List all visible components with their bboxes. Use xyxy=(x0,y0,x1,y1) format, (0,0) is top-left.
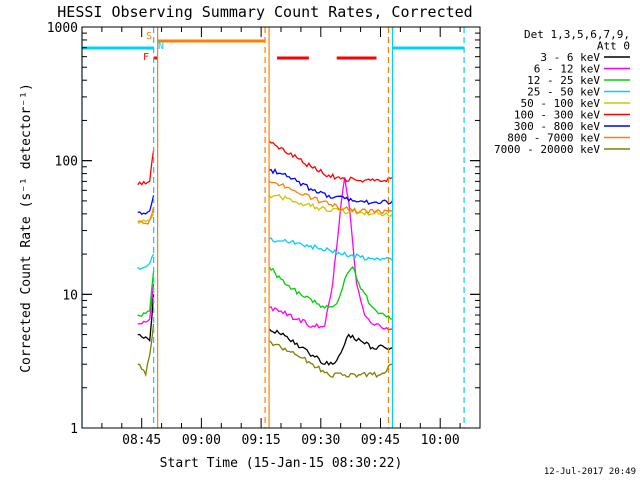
series-line-300-800keV xyxy=(137,195,155,216)
series-line-12-25keV xyxy=(137,270,155,317)
legend-entry-label: 50 - 100 keV xyxy=(521,97,601,110)
interval-lines xyxy=(81,27,465,428)
y-tick-label: 100 xyxy=(55,155,78,170)
x-tick-label: 09:30 xyxy=(301,433,340,448)
series-line-50-100keV xyxy=(268,193,393,218)
x-tick-label: 09:00 xyxy=(182,433,221,448)
x-tick-label: 08:45 xyxy=(122,433,161,448)
series-line-25-50keV xyxy=(268,237,393,262)
y-axis-label: Corrected Count Rate (s⁻¹ detector⁻¹) xyxy=(19,83,34,373)
flag-bars: SNF xyxy=(82,31,465,63)
series-line-6-12keV xyxy=(137,283,155,325)
legend-entry-label: 3 - 6 keV xyxy=(540,51,600,64)
legend-entry-label: 12 - 25 keV xyxy=(527,74,600,87)
y-tick-label: 1000 xyxy=(47,21,78,36)
series-line-7000-20000keV xyxy=(137,323,155,378)
flag-label-S: S xyxy=(146,31,152,42)
timestamp: 12-Jul-2017 20:49 xyxy=(544,467,636,477)
series-line-3-6keV xyxy=(268,328,393,366)
x-tick-label: 09:45 xyxy=(361,433,400,448)
series-line-25-50keV xyxy=(137,253,155,270)
series-line-7000-20000keV xyxy=(268,340,393,379)
x-axis-label: Start Time (15-Jan-15 08:30:22) xyxy=(160,456,403,471)
series-line-100-300keV xyxy=(268,140,393,183)
legend-entry-label: 800 - 7000 keV xyxy=(507,132,600,145)
x-tick-label: 09:15 xyxy=(242,433,281,448)
legend-entry-label: 25 - 50 keV xyxy=(527,86,600,99)
x-tick-label: 10:00 xyxy=(421,433,460,448)
series-group xyxy=(137,140,393,379)
flag-label-N: N xyxy=(158,41,164,52)
legend-entry-label: 6 - 12 keV xyxy=(534,63,601,76)
series-line-300-800keV xyxy=(268,167,393,205)
series-line-800-7000keV xyxy=(268,180,393,215)
series-line-800-7000keV xyxy=(137,206,155,225)
legend-header: Att 0 xyxy=(597,40,630,53)
y-axis: 1 10 100 1000 xyxy=(47,21,480,437)
y-tick-label: 10 xyxy=(62,288,78,303)
chart-title: HESSI Observing Summary Count Rates, Cor… xyxy=(57,3,472,21)
y-tick-label: 1 xyxy=(70,422,78,437)
series-line-3-6keV xyxy=(137,294,155,343)
legend-entry-label: 300 - 800 keV xyxy=(514,120,600,133)
series-line-12-25keV xyxy=(268,265,393,320)
series-line-100-300keV xyxy=(137,150,155,186)
series-line-6-12keV xyxy=(269,177,393,331)
legend-entry-label: 100 - 300 keV xyxy=(514,109,600,122)
flag-label-F: F xyxy=(143,52,149,63)
x-axis: 08:45 09:00 09:15 09:30 09:45 10:00 xyxy=(101,27,461,448)
legend-entry-label: 7000 - 20000 keV xyxy=(494,143,600,156)
legend-header: Det 1,3,5,6,7,9, xyxy=(524,28,630,41)
